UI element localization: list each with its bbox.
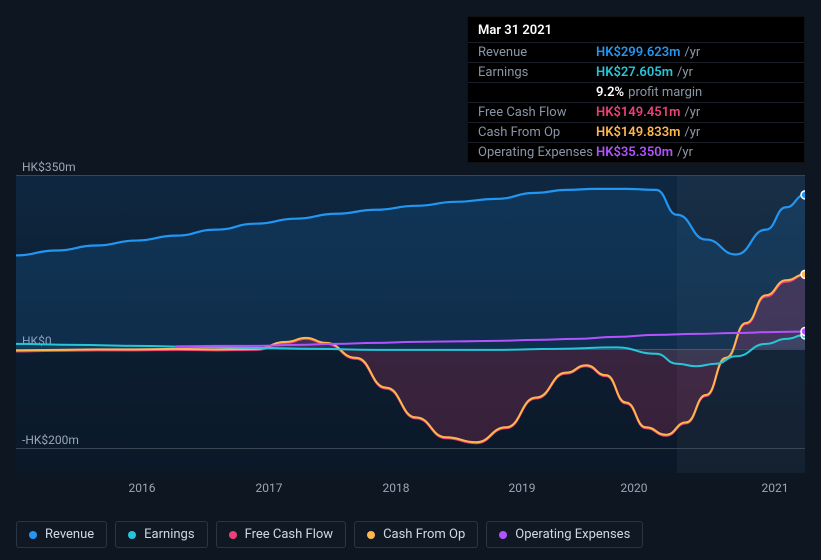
tooltip-row: Free Cash FlowHK$149.451m /yr: [468, 102, 804, 122]
tooltip-row-label: Earnings: [478, 65, 596, 80]
tooltip-value: HK$299.623m: [596, 45, 680, 60]
legend-dot-icon: [367, 531, 375, 539]
legend-label: Earnings: [144, 527, 194, 542]
chart-legend: Revenue Earnings Free Cash Flow Cash From O…: [16, 521, 643, 548]
legend-label: Operating Expenses: [515, 527, 630, 542]
tooltip-value: HK$27.605m: [596, 65, 673, 80]
legend-item-opex[interactable]: Operating Expenses: [486, 521, 643, 548]
tooltip-row-label: Revenue: [478, 45, 596, 60]
x-axis-label: 2017: [256, 481, 283, 495]
tooltip-row: Operating ExpensesHK$35.350m /yr: [468, 142, 804, 162]
x-axis-label: 2021: [762, 481, 789, 495]
tooltip-suffix: /yr: [684, 105, 700, 120]
legend-label: Cash From Op: [383, 527, 465, 542]
tooltip-suffix: /yr: [677, 145, 693, 160]
legend-dot-icon: [499, 531, 507, 539]
series-endpoint-cfo: [801, 270, 805, 278]
tooltip-pct: 9.2%: [596, 85, 624, 100]
tooltip-row: 9.2% profit margin: [468, 82, 804, 102]
x-axis-label: 2018: [383, 481, 410, 495]
tooltip-row: EarningsHK$27.605m /yr: [468, 62, 804, 82]
legend-dot-icon: [128, 531, 136, 539]
series-endpoint-opex: [801, 327, 805, 335]
tooltip-row-label: Operating Expenses: [478, 145, 596, 160]
x-axis-label: 2020: [621, 481, 648, 495]
tooltip-value: HK$35.350m: [596, 145, 673, 160]
tooltip-row: RevenueHK$299.623m /yr: [468, 42, 804, 62]
series-fill-revenue: [16, 189, 805, 349]
legend-label: Free Cash Flow: [245, 527, 333, 542]
chart-svg: [16, 175, 805, 473]
legend-dot-icon: [229, 531, 237, 539]
series-endpoint-revenue: [801, 191, 805, 199]
legend-dot-icon: [29, 531, 37, 539]
tooltip-pct-suffix: profit margin: [628, 85, 702, 100]
tooltip-value: HK$149.451m: [596, 105, 680, 120]
y-axis-label: HK$350m: [22, 160, 76, 174]
x-axis-labels: 2016 2017 2018 2019 2020 2021: [16, 481, 805, 497]
x-axis-label: 2016: [129, 481, 156, 495]
legend-item-earnings[interactable]: Earnings: [115, 521, 207, 548]
tooltip-suffix: /yr: [684, 125, 700, 140]
hover-tooltip: Mar 31 2021 RevenueHK$299.623m /yrEarnin…: [467, 16, 805, 163]
legend-item-revenue[interactable]: Revenue: [16, 521, 107, 548]
tooltip-value: HK$149.833m: [596, 125, 680, 140]
tooltip-suffix: /yr: [677, 65, 693, 80]
tooltip-row: Cash From OpHK$149.833m /yr: [468, 122, 804, 142]
legend-item-cfo[interactable]: Cash From Op: [354, 521, 478, 548]
tooltip-row-label: Cash From Op: [478, 125, 596, 140]
x-axis-label: 2019: [509, 481, 536, 495]
tooltip-row-label: Free Cash Flow: [478, 105, 596, 120]
tooltip-suffix: /yr: [684, 45, 700, 60]
legend-item-fcf[interactable]: Free Cash Flow: [216, 521, 346, 548]
tooltip-title: Mar 31 2021: [468, 17, 804, 42]
legend-label: Revenue: [45, 527, 94, 542]
